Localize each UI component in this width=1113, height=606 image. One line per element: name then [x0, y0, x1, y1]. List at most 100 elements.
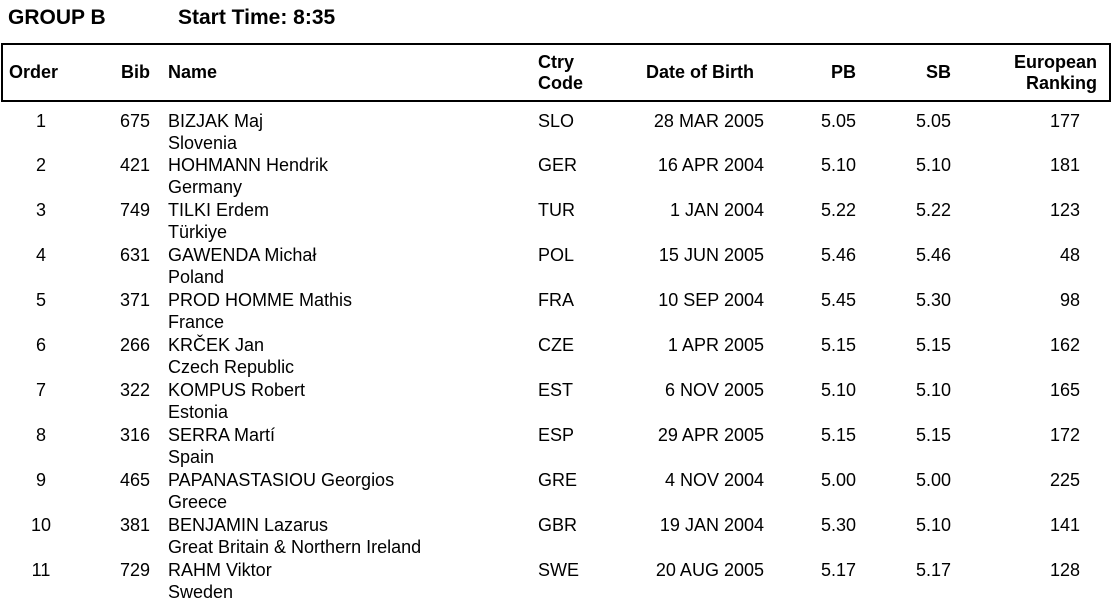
- ranking-cell: 162: [1049, 335, 1080, 355]
- athlete-name: BENJAMIN Lazarus: [168, 515, 329, 535]
- pb-cell: 5.30: [820, 515, 856, 535]
- order-cell: 10: [30, 515, 52, 535]
- col-header-ctry-line1: Ctry: [538, 51, 575, 72]
- athlete-name: RAHM Viktor: [168, 560, 272, 580]
- table-row: 8 316 SERRA Martí Spain ESP 29 APR 2005 …: [2, 424, 1110, 469]
- pb-cell: 5.15: [820, 335, 856, 355]
- sb-cell: 5.22: [915, 200, 951, 220]
- dob-cell: 10 SEP 2004: [658, 290, 764, 310]
- group-title: GROUP B: [8, 6, 106, 29]
- bib-cell: 266: [119, 335, 150, 355]
- dob-cell: 1 APR 2005: [667, 335, 764, 355]
- ranking-cell: 181: [1049, 155, 1080, 175]
- pb-cell: 5.17: [820, 560, 856, 580]
- name-cell: KOMPUS Robert Estonia: [152, 379, 530, 424]
- athlete-country: Türkiye: [168, 222, 228, 242]
- table-row: 10 381 BENJAMIN Lazarus Great Britain & …: [2, 514, 1110, 559]
- sb-cell: 5.17: [915, 560, 951, 580]
- dob-cell: 20 AUG 2005: [655, 560, 764, 580]
- athlete-country: Greece: [168, 492, 228, 512]
- athlete-country: Czech Republic: [168, 357, 295, 377]
- start-list-table: Order Bib Name Ctry Code Date of Birth P…: [1, 43, 1111, 604]
- sb-cell: 5.46: [915, 245, 951, 265]
- pb-cell: 5.46: [820, 245, 856, 265]
- ctry-code-cell: POL: [538, 245, 575, 265]
- athlete-country: Estonia: [168, 402, 229, 422]
- col-header-ctry-line2: Code: [538, 72, 583, 93]
- pb-cell: 5.45: [820, 290, 856, 310]
- ctry-code-cell: SLO: [538, 111, 575, 131]
- order-cell: 5: [35, 290, 46, 310]
- pb-cell: 5.15: [820, 425, 856, 445]
- table-row: 6 266 KRČEK Jan Czech Republic CZE 1 APR…: [2, 334, 1110, 379]
- athlete-country: Sweden: [168, 582, 234, 602]
- athlete-name: TILKI Erdem: [168, 200, 270, 220]
- athlete-country: Poland: [168, 267, 225, 287]
- sb-cell: 5.00: [915, 470, 951, 490]
- name-cell: GAWENDA Michał Poland: [152, 244, 530, 289]
- dob-cell: 28 MAR 2005: [653, 111, 764, 131]
- pb-cell: 5.10: [820, 380, 856, 400]
- sb-cell: 5.15: [915, 335, 951, 355]
- bib-cell: 675: [119, 111, 150, 131]
- order-cell: 9: [35, 470, 46, 490]
- ctry-code-cell: EST: [538, 380, 574, 400]
- pb-cell: 5.05: [820, 111, 856, 131]
- athlete-name: KOMPUS Robert: [168, 380, 306, 400]
- col-header-rank-line2: Ranking: [1025, 72, 1097, 93]
- athlete-name: BIZJAK Maj: [168, 111, 264, 131]
- ranking-cell: 172: [1049, 425, 1080, 445]
- name-cell: SERRA Martí Spain: [152, 424, 530, 469]
- dob-cell: 19 JAN 2004: [659, 515, 764, 535]
- sb-cell: 5.10: [915, 380, 951, 400]
- athlete-country: France: [168, 312, 225, 332]
- col-header-date-of-birth: Date of Birth: [618, 43, 768, 102]
- ranking-cell: 128: [1049, 560, 1080, 580]
- ctry-code-cell: GBR: [538, 515, 578, 535]
- table-row: 7 322 KOMPUS Robert Estonia EST 6 NOV 20…: [2, 379, 1110, 424]
- bib-cell: 371: [119, 290, 150, 310]
- bib-cell: 316: [119, 425, 150, 445]
- pb-cell: 5.00: [820, 470, 856, 490]
- bib-cell: 421: [119, 155, 150, 175]
- name-cell: BIZJAK Maj Slovenia: [152, 101, 530, 154]
- start-time: Start Time: 8:35: [178, 6, 336, 29]
- ranking-cell: 165: [1049, 380, 1080, 400]
- athlete-country: Slovenia: [168, 133, 238, 153]
- col-header-pb: PB: [768, 43, 860, 102]
- ctry-code-cell: SWE: [538, 560, 580, 580]
- table-row: 1 675 BIZJAK Maj Slovenia SLO 28 MAR 200…: [2, 101, 1110, 154]
- athlete-name: HOHMANN Hendrik: [168, 155, 329, 175]
- order-cell: 1: [35, 111, 46, 131]
- order-cell: 2: [35, 155, 46, 175]
- pb-cell: 5.10: [820, 155, 856, 175]
- ranking-cell: 141: [1049, 515, 1080, 535]
- col-header-ctry-code: Ctry Code: [530, 43, 618, 102]
- order-cell: 3: [35, 200, 46, 220]
- name-cell: HOHMANN Hendrik Germany: [152, 154, 530, 199]
- pb-cell: 5.22: [820, 200, 856, 220]
- bib-cell: 729: [119, 560, 150, 580]
- ranking-cell: 48: [1059, 245, 1080, 265]
- col-header-name: Name: [152, 43, 530, 102]
- athlete-name: GAWENDA Michał: [168, 245, 317, 265]
- sb-cell: 5.10: [915, 515, 951, 535]
- ctry-code-cell: TUR: [538, 200, 575, 220]
- table-row: 11 729 RAHM Viktor Sweden SWE 20 AUG 200…: [2, 559, 1110, 604]
- sb-cell: 5.10: [915, 155, 951, 175]
- sb-cell: 5.30: [915, 290, 951, 310]
- ranking-cell: 225: [1049, 470, 1080, 490]
- col-header-order: Order: [1, 43, 80, 102]
- name-cell: RAHM Viktor Sweden: [152, 559, 530, 604]
- name-cell: PROD HOMME Mathis France: [152, 289, 530, 334]
- table-row: 3 749 TILKI Erdem Türkiye TUR 1 JAN 2004…: [2, 199, 1110, 244]
- dob-cell: 15 JUN 2005: [658, 245, 764, 265]
- athlete-name: SERRA Martí: [168, 425, 276, 445]
- dob-cell: 6 NOV 2005: [664, 380, 764, 400]
- dob-cell: 29 APR 2005: [657, 425, 764, 445]
- order-cell: 4: [35, 245, 46, 265]
- ctry-code-cell: GRE: [538, 470, 578, 490]
- col-header-european-ranking: European Ranking: [955, 43, 1111, 102]
- athlete-name: PROD HOMME Mathis: [168, 290, 353, 310]
- athlete-name: KRČEK Jan: [168, 335, 265, 355]
